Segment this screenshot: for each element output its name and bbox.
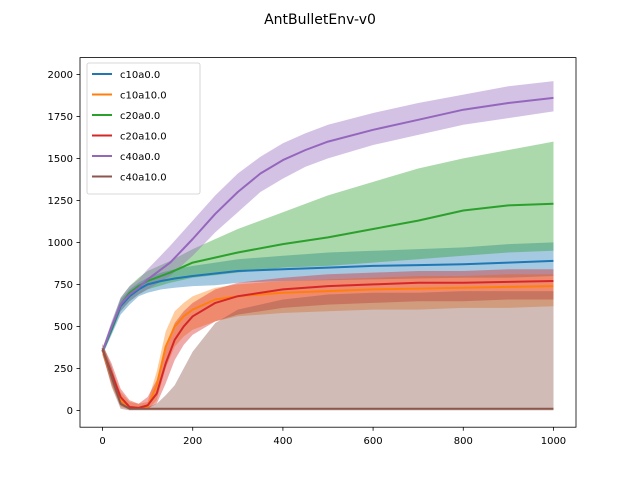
x-tick-label: 1000 [541, 436, 566, 447]
y-tick-label: 0 [67, 406, 73, 417]
band-c40a0.0 [102, 81, 554, 355]
legend-label-c10a0.0: c10a0.0 [120, 70, 160, 81]
line-c40a0.0 [101, 96, 554, 352]
legend: c10a0.0 c10a10.0 c20a0.0 c20a10.0 c40a0.0 c40… [86, 62, 201, 195]
legend-label-c20a10.0: c20a10.0 [120, 131, 167, 142]
x-tick-label: 400 [273, 436, 292, 447]
band-c10a0.0 [102, 242, 554, 355]
band-c20a0.0 [102, 141, 554, 355]
band-c40a10.0 [102, 291, 554, 411]
y-tick-label: 500 [54, 322, 73, 333]
y-tick-label: 750 [54, 280, 73, 291]
x-tick-label: 0 [99, 436, 105, 447]
chart-title: AntBulletEnv-v0 [264, 12, 376, 28]
confidence-bands [102, 81, 554, 411]
x-axis: 0 200 400 600 800 1000 [99, 427, 566, 447]
y-tick-label: 1000 [48, 238, 73, 249]
y-axis: 0 250 500 750 1000 1250 1500 1750 2000 [48, 70, 80, 417]
legend-label-c20a0.0: c20a0.0 [120, 111, 160, 122]
y-tick-label: 1500 [48, 154, 73, 165]
x-tick-label: 200 [183, 436, 202, 447]
band-c10a10.0 [102, 274, 554, 410]
legend-box [86, 62, 201, 195]
y-tick-label: 1750 [48, 112, 73, 123]
line-c10a0.0 [101, 259, 554, 352]
line-c40a10.0 [101, 347, 554, 410]
y-tick-label: 2000 [48, 70, 73, 81]
x-tick-label: 600 [364, 436, 383, 447]
y-tick-label: 1250 [48, 196, 73, 207]
legend-label-c10a10.0: c10a10.0 [120, 90, 167, 101]
legend-label-c40a10.0: c40a10.0 [120, 172, 167, 183]
band-c20a10.0 [102, 269, 554, 410]
line-c20a10.0 [101, 280, 554, 409]
series-lines [101, 96, 554, 410]
legend-label-c40a0.0: c40a0.0 [120, 152, 160, 163]
y-tick-label: 250 [54, 364, 73, 375]
x-tick-label: 800 [454, 436, 473, 447]
